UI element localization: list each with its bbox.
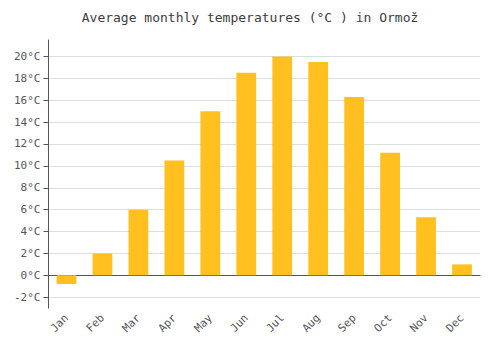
svg-text:Apr: Apr [156, 311, 179, 334]
svg-text:Dec: Dec [443, 312, 466, 335]
svg-text:Feb: Feb [84, 312, 107, 335]
svg-text:Jan: Jan [48, 312, 71, 335]
svg-text:2°C: 2°C [21, 247, 41, 260]
svg-text:Mar: Mar [120, 311, 143, 334]
svg-text:18°C: 18°C [14, 72, 41, 85]
svg-text:20°C: 20°C [14, 50, 41, 63]
svg-text:Sep: Sep [336, 312, 359, 335]
svg-text:6°C: 6°C [21, 203, 41, 216]
svg-text:Aug: Aug [300, 312, 323, 335]
svg-text:10°C: 10°C [14, 159, 41, 172]
svg-text:16°C: 16°C [14, 94, 41, 107]
svg-text:Average monthly temperatures (: Average monthly temperatures (°C ) in Or… [82, 10, 419, 25]
svg-text:Oct: Oct [371, 312, 394, 335]
svg-text:8°C: 8°C [21, 181, 41, 194]
svg-text:Nov: Nov [407, 311, 430, 334]
svg-text:-2°C: -2°C [14, 291, 41, 304]
svg-text:14°C: 14°C [14, 116, 41, 129]
svg-text:May: May [192, 311, 215, 334]
svg-text:Jul: Jul [264, 312, 287, 335]
svg-text:0°C: 0°C [21, 269, 41, 282]
svg-text:4°C: 4°C [21, 225, 41, 238]
svg-text:12°C: 12°C [14, 137, 41, 150]
svg-text:Jun: Jun [228, 312, 251, 335]
